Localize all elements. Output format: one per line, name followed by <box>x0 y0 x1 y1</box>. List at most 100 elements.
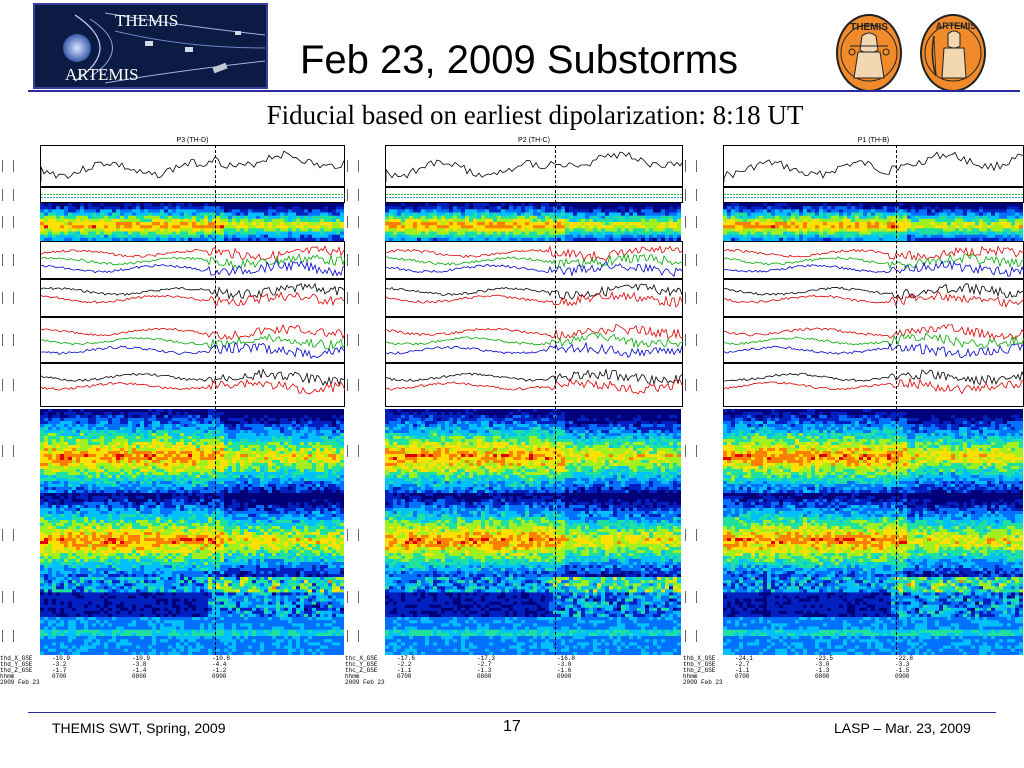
panel-title: P1 (TH-B) <box>723 137 1024 144</box>
orbit-value: -17.3 <box>477 655 495 662</box>
orbit-value: -2.2 <box>397 661 411 668</box>
y-axis-label-glyph <box>2 379 14 391</box>
orbit-row-label: thc_X_GSE <box>345 655 377 662</box>
y-axis-label-glyph <box>2 292 14 304</box>
hhmm-label: hhmm <box>345 673 359 680</box>
y-axis-label-glyph <box>685 630 697 642</box>
orbit-row-label: thb_Y_GSE <box>683 661 715 668</box>
footer-right: LASP – Mar. 23, 2009 <box>834 720 971 736</box>
ae-index-plot <box>40 145 345 187</box>
density-plot <box>40 279 346 317</box>
orbit-value: -10.9 <box>132 655 150 662</box>
y-axis-label-glyph <box>685 189 697 201</box>
y-axis-label-glyph <box>2 216 14 228</box>
y-axis-label-glyph <box>347 189 359 201</box>
orbit-value: -1.6 <box>557 667 571 674</box>
y-axis-label-glyph <box>347 292 359 304</box>
orbit-value: -2.7 <box>735 661 749 668</box>
y-axis-label-glyph <box>685 379 697 391</box>
y-axis-label-glyph <box>347 445 359 457</box>
density-plot <box>385 279 684 317</box>
orbit-value: -1.3 <box>477 667 491 674</box>
y-axis-label-glyph <box>2 160 14 172</box>
time-tick: 0700 <box>735 673 749 680</box>
orbit-value: -1.4 <box>132 667 146 674</box>
velocity-plot <box>385 317 684 363</box>
page-number: 17 <box>503 718 521 736</box>
velocity-plot <box>40 317 346 363</box>
orbit-row-label: thb_X_GSE <box>683 655 715 662</box>
fiducial-line <box>896 145 897 655</box>
slide-subtitle: Fiducial based on earliest dipolarizatio… <box>0 100 1024 131</box>
fbk-scm-spectrogram <box>385 577 683 617</box>
y-axis-label-glyph <box>685 445 697 457</box>
probe-panel: P1 (TH-B)thb_X_GSE-24.1-23.5-22.8-2thb_Y… <box>683 137 1024 695</box>
orbit-value: -4.4 <box>212 661 226 668</box>
ion-spectrogram <box>385 409 683 493</box>
themis-artemis-logo: THEMIS ARTEMIS <box>33 3 268 89</box>
y-axis-label-glyph <box>347 160 359 172</box>
orbit-value: -1.1 <box>735 667 749 674</box>
y-axis-label-glyph <box>347 591 359 603</box>
orbit-value: -24.1 <box>735 655 753 662</box>
panel-title: P2 (TH-C) <box>385 137 683 144</box>
orbit-value: -1.3 <box>815 667 829 674</box>
energy-spectrogram-top <box>385 203 683 241</box>
fbk-edc-spectrogram <box>40 617 345 655</box>
ion-spectrogram <box>40 409 345 493</box>
orbit-value: -10.9 <box>52 655 70 662</box>
y-axis-label-glyph <box>2 334 14 346</box>
time-tick: 0800 <box>132 673 146 680</box>
y-axis-label-glyph <box>685 254 697 266</box>
y-axis-label-glyph <box>685 529 697 541</box>
title-divider <box>28 90 1020 92</box>
orbit-value: -1.2 <box>212 667 226 674</box>
magnetosphere-graphic <box>35 5 266 87</box>
time-tick: 0800 <box>477 673 491 680</box>
y-axis-label-glyph <box>2 189 14 201</box>
orbit-row-label: thc_Z_GSE <box>345 667 377 674</box>
orbit-value: -16.8 <box>557 655 575 662</box>
y-axis-label-glyph <box>685 160 697 172</box>
y-axis-label-glyph <box>347 529 359 541</box>
hhmm-label: hhmm <box>683 673 697 680</box>
orbit-table: thc_X_GSE-17.6-17.3-16.8-1(thc_Y_GSE-2.2… <box>345 655 726 695</box>
temperature-plot <box>385 363 684 407</box>
orbit-row-label: thd_Y_GSE <box>0 661 32 668</box>
orbit-value: -17.6 <box>397 655 415 662</box>
radial-plot <box>40 187 346 203</box>
y-axis-label-glyph <box>2 529 14 541</box>
orbit-value: -23.5 <box>815 655 833 662</box>
time-tick: 0700 <box>397 673 411 680</box>
temperature-plot <box>40 363 346 407</box>
y-axis-label-glyph <box>2 445 14 457</box>
logo-line2: ARTEMIS <box>65 65 139 85</box>
orbit-table: thd_X_GSE-10.9-10.9-10.8-1(thd_Y_GSE-3.2… <box>0 655 388 695</box>
y-axis-label-glyph <box>685 591 697 603</box>
orbit-value: -3.0 <box>557 661 571 668</box>
orbit-value: -3.8 <box>132 661 146 668</box>
electron-spectrogram <box>723 493 1024 577</box>
artemis-badge-icon: ARTEMIS <box>920 14 986 92</box>
probe-panel: P2 (TH-C)thc_X_GSE-17.6-17.3-16.8-1(thc_… <box>345 137 726 695</box>
footer-divider <box>28 712 996 713</box>
date-label: 2009 Feb 23 <box>345 679 385 686</box>
y-axis-label-glyph <box>347 334 359 346</box>
orbit-value: -1.1 <box>397 667 411 674</box>
date-label: 2009 Feb 23 <box>683 679 723 686</box>
bfield-plot <box>723 241 1024 279</box>
y-axis-label-glyph <box>347 216 359 228</box>
orbit-row-label: thc_Y_GSE <box>345 661 377 668</box>
orbit-value: -3.3 <box>895 661 909 668</box>
hhmm-label: hhmm <box>0 673 14 680</box>
y-axis-label-glyph <box>685 216 697 228</box>
electron-spectrogram <box>40 493 345 577</box>
time-tick: 0900 <box>557 673 571 680</box>
date-label: 2009 Feb 23 <box>0 679 40 686</box>
orbit-value: -1.7 <box>52 667 66 674</box>
radial-plot <box>385 187 684 203</box>
logo-line1: THEMIS <box>115 11 178 31</box>
orbit-value: -10.8 <box>212 655 230 662</box>
fbk-scm-spectrogram <box>40 577 345 617</box>
orbit-value: -2.7 <box>477 661 491 668</box>
